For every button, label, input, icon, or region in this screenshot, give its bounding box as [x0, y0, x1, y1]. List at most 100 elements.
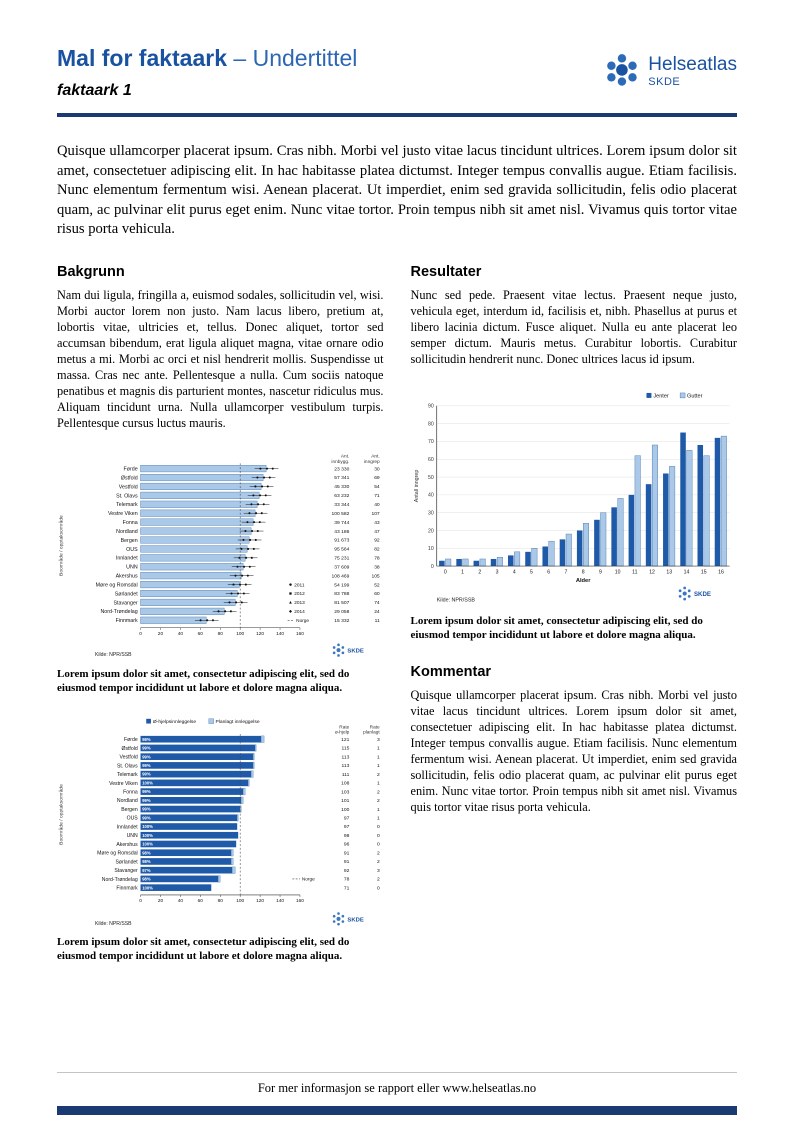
admission-types-chart: Ø-hjelpsinnleggelse Planlagt innleggelse B…: [58, 718, 380, 927]
svg-text:115: 115: [341, 745, 349, 751]
bar: [140, 545, 248, 553]
bar: [610, 507, 617, 567]
bar: [703, 455, 710, 567]
svg-text:Østfold: Østfold: [121, 475, 138, 481]
bar: [140, 473, 264, 481]
svg-text:2013: 2013: [294, 600, 305, 606]
svg-text:Fonna: Fonna: [123, 520, 138, 526]
svg-text:Kilde: NPR/SSB: Kilde: NPR/SSB: [436, 598, 475, 604]
svg-text:100%: 100%: [142, 824, 153, 829]
figure1-caption: Lorem ipsum dolor sit amet, consectetur …: [57, 667, 350, 694]
svg-text:3: 3: [377, 737, 380, 743]
svg-text:54: 54: [374, 484, 380, 490]
svg-text:63 232: 63 232: [334, 493, 349, 499]
svg-text:20: 20: [158, 898, 164, 904]
svg-text:1: 1: [377, 815, 380, 821]
figure3-caption: Lorem ipsum dolor sit amet, consectetur …: [410, 614, 703, 641]
bar: [444, 558, 451, 567]
bar-segment: [237, 814, 239, 822]
footer-text: For mer informasjon se rapport eller www…: [57, 1072, 737, 1106]
bar: [541, 546, 548, 567]
svg-text:11: 11: [632, 569, 637, 575]
svg-text:Nord-Trøndelag: Nord-Trøndelag: [100, 609, 137, 615]
svg-text:40: 40: [178, 631, 184, 637]
bar: [628, 494, 634, 567]
bar: [140, 482, 262, 490]
bar: [668, 466, 675, 567]
page-title: Mal for faktaark – Undertittel: [57, 45, 357, 71]
bar: [679, 432, 686, 567]
svg-text:100 582: 100 582: [332, 511, 350, 517]
svg-text:16: 16: [718, 569, 724, 575]
bar: [576, 530, 582, 567]
svg-text:30: 30: [428, 510, 434, 516]
figure2-caption: Lorem ipsum dolor sit amet, consectetur …: [57, 936, 350, 963]
svg-text:99%: 99%: [142, 798, 151, 803]
svg-text:Sørlandet: Sørlandet: [116, 859, 139, 865]
footer-text-prefix: For mer informasjon se rapport eller: [257, 1081, 443, 1095]
svg-text:20: 20: [428, 528, 434, 534]
bar: [565, 533, 572, 567]
footer: For mer informasjon se rapport eller www…: [57, 1072, 737, 1123]
bar-segment: [254, 744, 257, 752]
svg-text:40: 40: [374, 502, 380, 508]
svg-text:57 341: 57 341: [334, 475, 349, 481]
svg-text:Finnmark: Finnmark: [116, 618, 138, 624]
svg-text:97%: 97%: [142, 868, 151, 873]
svg-text:1: 1: [377, 745, 380, 751]
svg-text:98: 98: [344, 833, 350, 839]
svg-text:Gutter: Gutter: [687, 393, 703, 399]
svg-text:3: 3: [495, 569, 498, 575]
bar-segment: [232, 866, 236, 874]
skde-logo: SKDE: [332, 912, 364, 926]
svg-text:160: 160: [296, 898, 304, 904]
legend: 2011 2012 2013 2014 Norge: [287, 582, 309, 624]
footer-link[interactable]: www.helseatlas.no: [442, 1081, 537, 1095]
bar: [140, 735, 262, 743]
kommentar-text: Quisque ullamcorper placerat ipsum. Cras…: [410, 687, 738, 814]
bar: [507, 555, 514, 567]
svg-text:Rate: Rate: [339, 724, 349, 730]
svg-text:2011: 2011: [294, 582, 305, 588]
bar: [530, 548, 537, 567]
svg-text:Planlagt innleggelse: Planlagt innleggelse: [216, 719, 260, 725]
svg-text:UNN: UNN: [127, 833, 138, 839]
svg-text:0: 0: [430, 564, 433, 570]
svg-text:1: 1: [377, 763, 380, 769]
svg-text:80: 80: [428, 421, 434, 427]
bar: [513, 551, 520, 567]
svg-text:1: 1: [377, 807, 380, 813]
resultater-text: Nunc sed pede. Praesent vitae lectus. Pr…: [410, 288, 738, 366]
bar: [140, 849, 232, 856]
svg-text:91 673: 91 673: [334, 538, 349, 544]
header-rule: [57, 113, 737, 118]
bar: [548, 540, 555, 567]
doc-label: faktaark 1: [57, 82, 132, 100]
svg-text:Jenter: Jenter: [653, 393, 669, 399]
svg-text:39 744: 39 744: [334, 520, 349, 526]
section-heading-resultater: Resultater: [410, 264, 482, 281]
svg-text:Innlandet: Innlandet: [117, 824, 139, 830]
svg-text:15 332: 15 332: [334, 618, 349, 624]
rates-by-area-chart: Boområde / opptaksområdeAnt.innbygg.Ant.…: [58, 454, 380, 658]
svg-text:98%: 98%: [142, 876, 151, 881]
bar: [140, 875, 219, 883]
svg-text:38: 38: [374, 564, 380, 570]
svg-text:10: 10: [428, 546, 434, 552]
svg-text:71: 71: [344, 885, 350, 891]
svg-text:Alder: Alder: [575, 578, 590, 584]
svg-text:99%: 99%: [142, 745, 151, 750]
svg-text:20: 20: [158, 631, 164, 637]
bar: [645, 484, 651, 567]
svg-text:98%: 98%: [142, 859, 151, 864]
skde-logo: SKDE: [678, 586, 710, 601]
svg-text:Norge: Norge: [296, 618, 309, 624]
svg-text:100: 100: [341, 807, 349, 813]
bar: [599, 512, 606, 567]
svg-text:103: 103: [341, 789, 349, 795]
bar-segment: [231, 857, 234, 865]
svg-text:SKDE: SKDE: [693, 591, 710, 598]
svg-text:2014: 2014: [294, 609, 305, 615]
title-main: Mal for faktaark: [57, 45, 228, 71]
